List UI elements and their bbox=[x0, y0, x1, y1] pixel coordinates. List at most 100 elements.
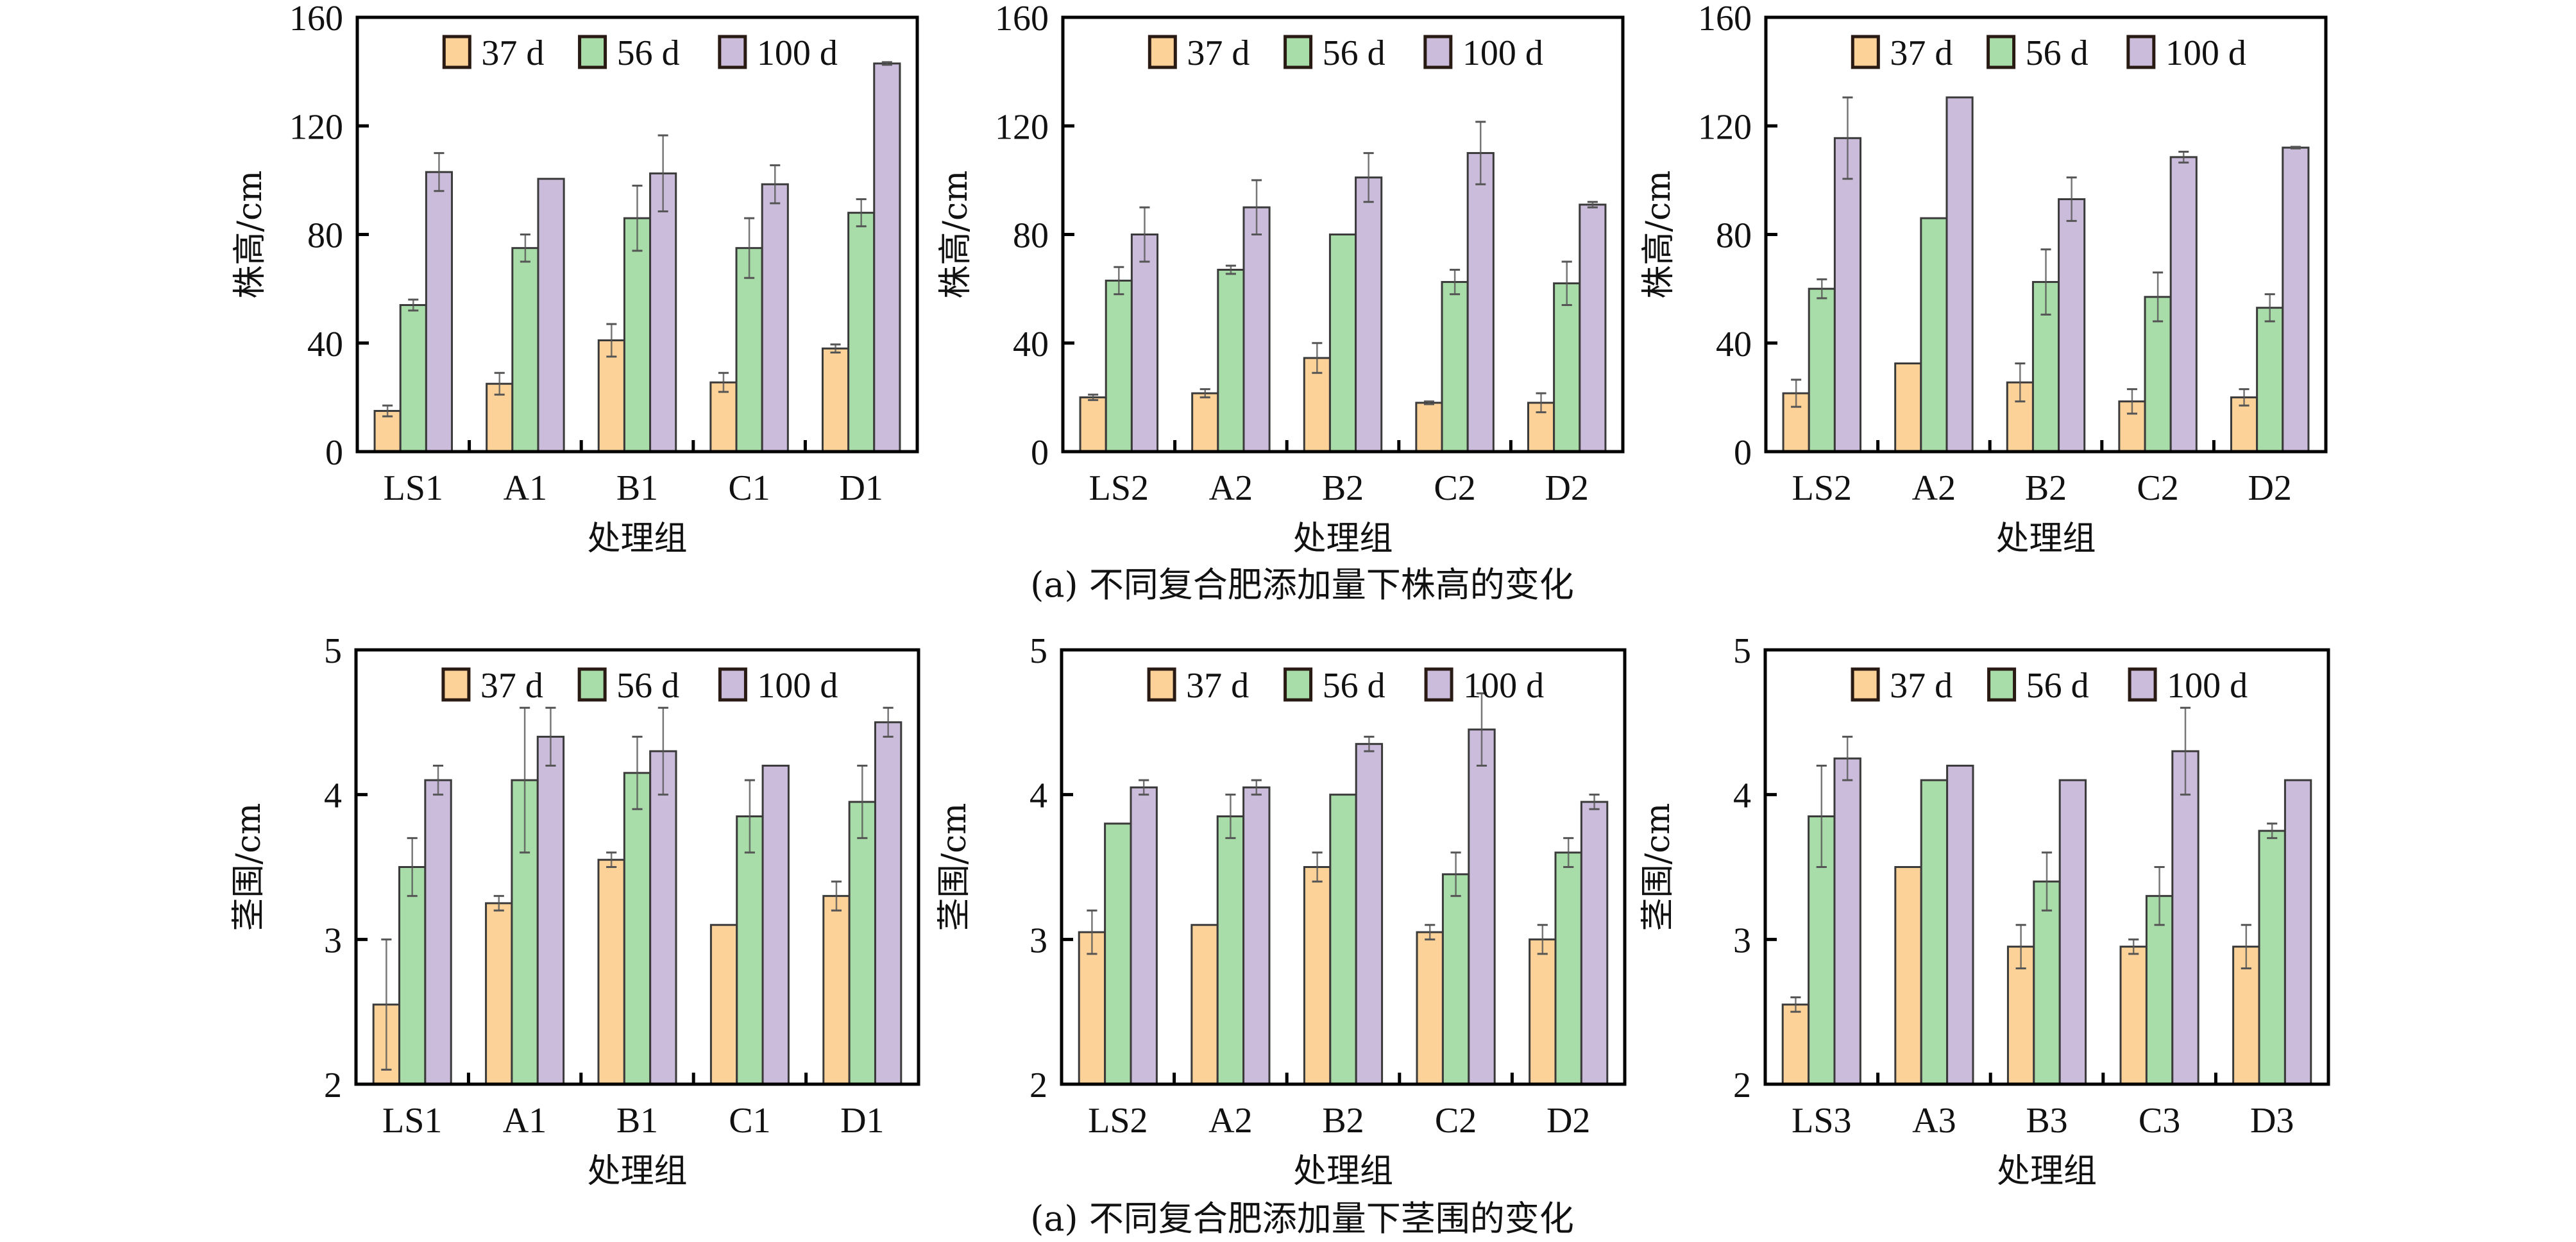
y-axis-title: 株高/cm bbox=[936, 171, 975, 299]
bar-A1-100d bbox=[536, 735, 565, 1085]
y-axis-title: 茎围/cm bbox=[230, 803, 268, 931]
x-tick-label-B1: B1 bbox=[616, 1101, 658, 1141]
bar-LS2-100d bbox=[1833, 137, 1862, 453]
bar-C2-56d bbox=[1441, 281, 1469, 453]
bar-C2-37d bbox=[1416, 931, 1444, 1085]
bar-D2-100d bbox=[1580, 801, 1609, 1085]
y-tick-label: 40 bbox=[1013, 325, 1049, 364]
bar-C1-100d bbox=[761, 183, 789, 453]
y-tick-label: 120 bbox=[1698, 107, 1752, 147]
chart-panel-top-middle: 0 40 80 120 160 LS2 A2 B2 C2 D2 处理组 株高/cm 37 d 56 d 10… bbox=[936, 0, 1625, 558]
plot-frame bbox=[1060, 648, 1627, 1086]
legend: 37 d 56 d 100 d bbox=[1851, 33, 2246, 73]
chart-panel-bottom-right: 2 3 4 5 LS3 A3 B3 C3 D3 处理组 茎围/cm 37 d 56 d 100 d bbox=[1639, 631, 2330, 1191]
bar-C1-100d bbox=[761, 765, 790, 1085]
bar-C1-56d bbox=[736, 815, 764, 1085]
legend-swatch-100d bbox=[2126, 35, 2156, 69]
y-tick-label: 3 bbox=[1733, 921, 1751, 960]
caption-stem-girth: (a) 不同复合肥添加量下茎围的变化 bbox=[1030, 1198, 1574, 1239]
bar-LS1-100d bbox=[424, 779, 452, 1085]
legend: 37 d 56 d 100 d bbox=[442, 33, 838, 73]
bar-D1-56d bbox=[848, 801, 876, 1085]
legend-label-37d: 37 d bbox=[480, 666, 543, 706]
legend-label-100d: 100 d bbox=[2165, 33, 2246, 73]
bar-A2-100d bbox=[1242, 786, 1271, 1085]
bar-B2-56d bbox=[1329, 794, 1357, 1085]
bar-LS1-100d bbox=[425, 171, 453, 453]
legend-swatch-100d bbox=[1423, 35, 1453, 69]
chart-panel-bottom-middle: 2 3 4 5 LS2 A2 B2 C2 D2 处理组 茎围/cm 37 d 56 d 100 d bbox=[935, 631, 1627, 1191]
y-tick-label: 80 bbox=[1013, 216, 1049, 256]
bar-A2-100d bbox=[1242, 206, 1271, 453]
bar-D1-56d bbox=[847, 212, 876, 453]
chart-panel-top-left: 0 40 80 120 160 LS1 A1 B1 C1 D1 处理组 株高/cm 37 d 56 d 10… bbox=[231, 0, 919, 558]
x-tick-label-B1: B1 bbox=[616, 468, 658, 508]
bar-A2-100d bbox=[1945, 96, 1974, 453]
x-tick-label-A3: A3 bbox=[1912, 1101, 1956, 1141]
bar-A2-37d bbox=[1191, 392, 1219, 453]
x-tick-label-LS2: LS2 bbox=[1792, 468, 1852, 508]
x-tick-label-B2: B2 bbox=[2025, 468, 2067, 508]
y-axis-title: 茎围/cm bbox=[1639, 803, 1677, 931]
legend-swatch-37d bbox=[1148, 35, 1177, 69]
legend-swatch-56d bbox=[1284, 35, 1313, 69]
bar-C3-56d bbox=[2145, 895, 2174, 1085]
legend-label-37d: 37 d bbox=[1187, 33, 1250, 73]
bar-C2-100d bbox=[1468, 728, 1496, 1085]
legend-swatch-100d bbox=[1424, 667, 1453, 702]
y-axis-title: 株高/cm bbox=[1640, 171, 1678, 299]
bar-A2-37d bbox=[1894, 362, 1922, 453]
y-tick-label: 40 bbox=[307, 325, 343, 364]
bar-LS1-56d bbox=[398, 866, 427, 1085]
y-tick-label: 5 bbox=[1030, 631, 1047, 671]
y-tick-label: 5 bbox=[1733, 631, 1751, 671]
x-tick-label-C2: C2 bbox=[2137, 468, 2178, 508]
bar-B2-56d bbox=[1328, 234, 1357, 453]
y-axis-title: 株高/cm bbox=[231, 171, 269, 299]
bar-A2-56d bbox=[1920, 217, 1948, 453]
bar-C2-100d bbox=[2169, 156, 2198, 453]
x-tick-label-D2: D2 bbox=[1546, 1101, 1590, 1141]
legend-label-100d: 100 d bbox=[1463, 666, 1544, 706]
x-tick-label-D1: D1 bbox=[840, 1101, 884, 1141]
bar-D2-56d bbox=[1554, 851, 1582, 1085]
y-tick-label: 80 bbox=[307, 216, 343, 256]
bar-C2-37d bbox=[1415, 402, 1443, 453]
chart-panel-top-right: 0 40 80 120 160 LS2 A2 B2 C2 D2 处理组 株高/cm 37 d 56 d 10… bbox=[1640, 0, 2328, 558]
legend-swatch-37d bbox=[1851, 35, 1880, 69]
caption-plant-height: (a) 不同复合肥添加量下株高的变化 bbox=[1030, 565, 1574, 605]
y-tick-label: 120 bbox=[995, 107, 1049, 147]
bar-LS2-56d bbox=[1105, 279, 1133, 453]
legend-swatch-56d bbox=[1284, 667, 1313, 702]
bar-D2-56d bbox=[1553, 282, 1581, 453]
bar-A2-56d bbox=[1216, 815, 1245, 1085]
legend-label-37d: 37 d bbox=[1890, 666, 1953, 706]
legend-label-56d: 56 d bbox=[616, 666, 679, 706]
y-tick-label: 120 bbox=[289, 107, 343, 147]
bar-D2-56d bbox=[2256, 307, 2284, 453]
bar-B2-100d bbox=[2058, 198, 2086, 453]
y-tick-label: 4 bbox=[1030, 776, 1047, 816]
legend-label-100d: 100 d bbox=[2167, 666, 2248, 706]
bar-D2-100d bbox=[2282, 146, 2310, 453]
x-tick-label-A1: A1 bbox=[503, 1101, 547, 1141]
y-tick-label: 4 bbox=[324, 776, 342, 816]
legend-label-37d: 37 d bbox=[1186, 666, 1249, 706]
y-tick-label: 160 bbox=[995, 0, 1049, 38]
legend: 37 d 56 d 100 d bbox=[1148, 33, 1543, 73]
x-tick-label-LS3: LS3 bbox=[1792, 1101, 1851, 1141]
bar-C2-56d bbox=[1441, 873, 1470, 1085]
bar-LS1-56d bbox=[399, 304, 427, 453]
y-tick-label: 3 bbox=[324, 921, 342, 960]
legend-swatch-100d bbox=[718, 667, 747, 702]
bar-C3-37d bbox=[2119, 946, 2148, 1085]
bar-C1-37d bbox=[709, 924, 738, 1085]
x-tick-label-C2: C2 bbox=[1435, 1101, 1477, 1141]
bar-D2-37d bbox=[1529, 938, 1557, 1085]
x-axis-title: 处理组 bbox=[1292, 520, 1393, 558]
bar-D2-100d bbox=[1579, 203, 1607, 453]
y-tick-label: 3 bbox=[1030, 921, 1047, 960]
x-tick-label-A2: A2 bbox=[1209, 468, 1253, 508]
x-tick-label-B2: B2 bbox=[1322, 468, 1364, 508]
x-tick-label-C3: C3 bbox=[2139, 1101, 2180, 1141]
